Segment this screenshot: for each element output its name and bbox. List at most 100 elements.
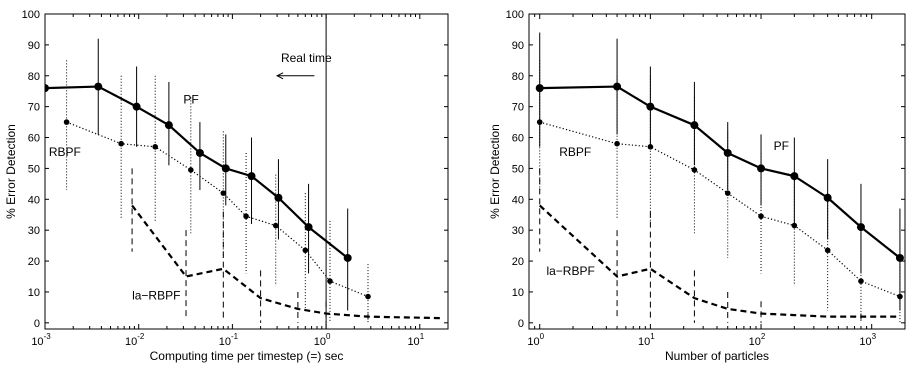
y-tick-label: 80 <box>28 71 40 83</box>
y-tick-label: 70 <box>512 102 524 114</box>
data-point <box>724 190 731 196</box>
y-tick-label: 70 <box>28 102 40 114</box>
y-tick-label: 0 <box>34 318 40 330</box>
data-point <box>45 84 49 93</box>
x-axis-label: Number of particles <box>665 349 769 363</box>
annotation-label: RBPF <box>49 145 81 159</box>
plot-frame <box>44 13 449 330</box>
data-point <box>614 140 620 147</box>
x-tick-exponent: -1 <box>231 332 239 341</box>
x-tick-label: 100 <box>527 332 544 348</box>
data-point <box>195 148 204 157</box>
y-tick-label: 10 <box>28 287 40 299</box>
x-tick-label: 101 <box>638 332 655 348</box>
x-tick-label: 101 <box>407 332 424 348</box>
x-tick-exponent: 1 <box>420 332 425 341</box>
x-tick-label: 10-3 <box>31 332 51 348</box>
data-point <box>365 293 371 300</box>
data-point <box>824 247 831 254</box>
data-point <box>164 121 173 130</box>
data-point <box>152 143 158 150</box>
y-tick-label: 80 <box>512 71 524 83</box>
y-tick-label: 60 <box>512 133 524 145</box>
x-tick-label: 100 <box>314 332 331 348</box>
series-pf <box>535 32 904 311</box>
data-point <box>272 222 279 229</box>
y-tick-label: 90 <box>512 40 524 52</box>
x-tick-label: 10-1 <box>219 332 239 348</box>
y-tick-label: 50 <box>28 163 40 175</box>
data-point <box>274 193 283 202</box>
data-point <box>758 213 764 220</box>
y-tick-label: 30 <box>512 225 524 237</box>
y-tick-label: 100 <box>506 9 524 21</box>
annotation-label: la−RBPF <box>132 289 180 303</box>
x-tick-exponent: -2 <box>137 332 145 341</box>
data-point <box>247 172 256 181</box>
x-tick-base: 10 <box>527 336 539 348</box>
x-tick-label: 103 <box>859 332 876 348</box>
x-tick-exponent: 0 <box>540 332 545 341</box>
x-tick-base: 10 <box>314 336 326 348</box>
y-axis-label: % Error Detection <box>4 124 18 219</box>
x-tick-exponent: -3 <box>44 332 52 341</box>
data-point <box>791 222 798 229</box>
plot-area <box>535 32 904 323</box>
y-tick-label: 40 <box>28 194 40 206</box>
series-line <box>45 85 349 259</box>
x-tick-exponent: 3 <box>872 332 877 341</box>
data-point <box>613 82 622 91</box>
annotation-label: Real time <box>281 51 332 65</box>
x-tick-base: 10 <box>407 336 419 348</box>
x-tick-base: 10 <box>125 336 137 348</box>
series-rbpf <box>536 60 903 323</box>
data-point <box>243 213 249 220</box>
y-tick-label: 60 <box>28 133 40 145</box>
series-rbpf <box>63 60 371 323</box>
y-tick-label: 20 <box>512 256 524 268</box>
x-tick-base: 10 <box>859 336 871 348</box>
data-point <box>823 193 832 202</box>
y-tick-label: 100 <box>22 9 40 21</box>
data-point <box>327 278 333 284</box>
data-point <box>897 293 903 300</box>
x-tick-base: 10 <box>219 336 231 348</box>
real-time-arrowhead <box>275 72 284 80</box>
plot-area <box>45 32 444 323</box>
x-tick-base: 10 <box>31 336 43 348</box>
series-line <box>539 121 901 298</box>
y-tick-label: 40 <box>512 194 524 206</box>
series-line <box>539 85 901 259</box>
annotation-label: la−RBPF <box>546 264 594 278</box>
series-pf <box>45 32 352 311</box>
data-point <box>302 247 309 254</box>
x-tick-label: 10-2 <box>125 332 145 348</box>
y-tick-label: 0 <box>518 318 524 330</box>
data-point <box>895 253 904 262</box>
x-axis-label: Computing time per timestep (=) sec <box>150 349 344 363</box>
data-point <box>858 278 864 284</box>
y-tick-label: 20 <box>28 256 40 268</box>
data-point <box>536 119 543 125</box>
y-tick-label: 30 <box>28 225 40 237</box>
annotation-label: PF <box>183 93 198 107</box>
x-tick-exponent: 1 <box>650 332 655 341</box>
y-tick-label: 10 <box>512 287 524 299</box>
y-axis-label: % Error Detection <box>488 124 502 219</box>
plot-frame <box>528 13 906 330</box>
data-point <box>647 143 654 150</box>
x-tick-base: 10 <box>749 336 761 348</box>
data-point <box>220 190 227 196</box>
data-point <box>132 102 141 111</box>
data-point <box>188 167 194 173</box>
data-point <box>63 119 70 125</box>
data-point <box>118 140 124 147</box>
y-tick-label: 90 <box>28 40 40 52</box>
series-line <box>538 204 900 318</box>
data-point <box>691 167 698 173</box>
series-line <box>131 204 444 320</box>
x-tick-exponent: 0 <box>326 332 331 341</box>
